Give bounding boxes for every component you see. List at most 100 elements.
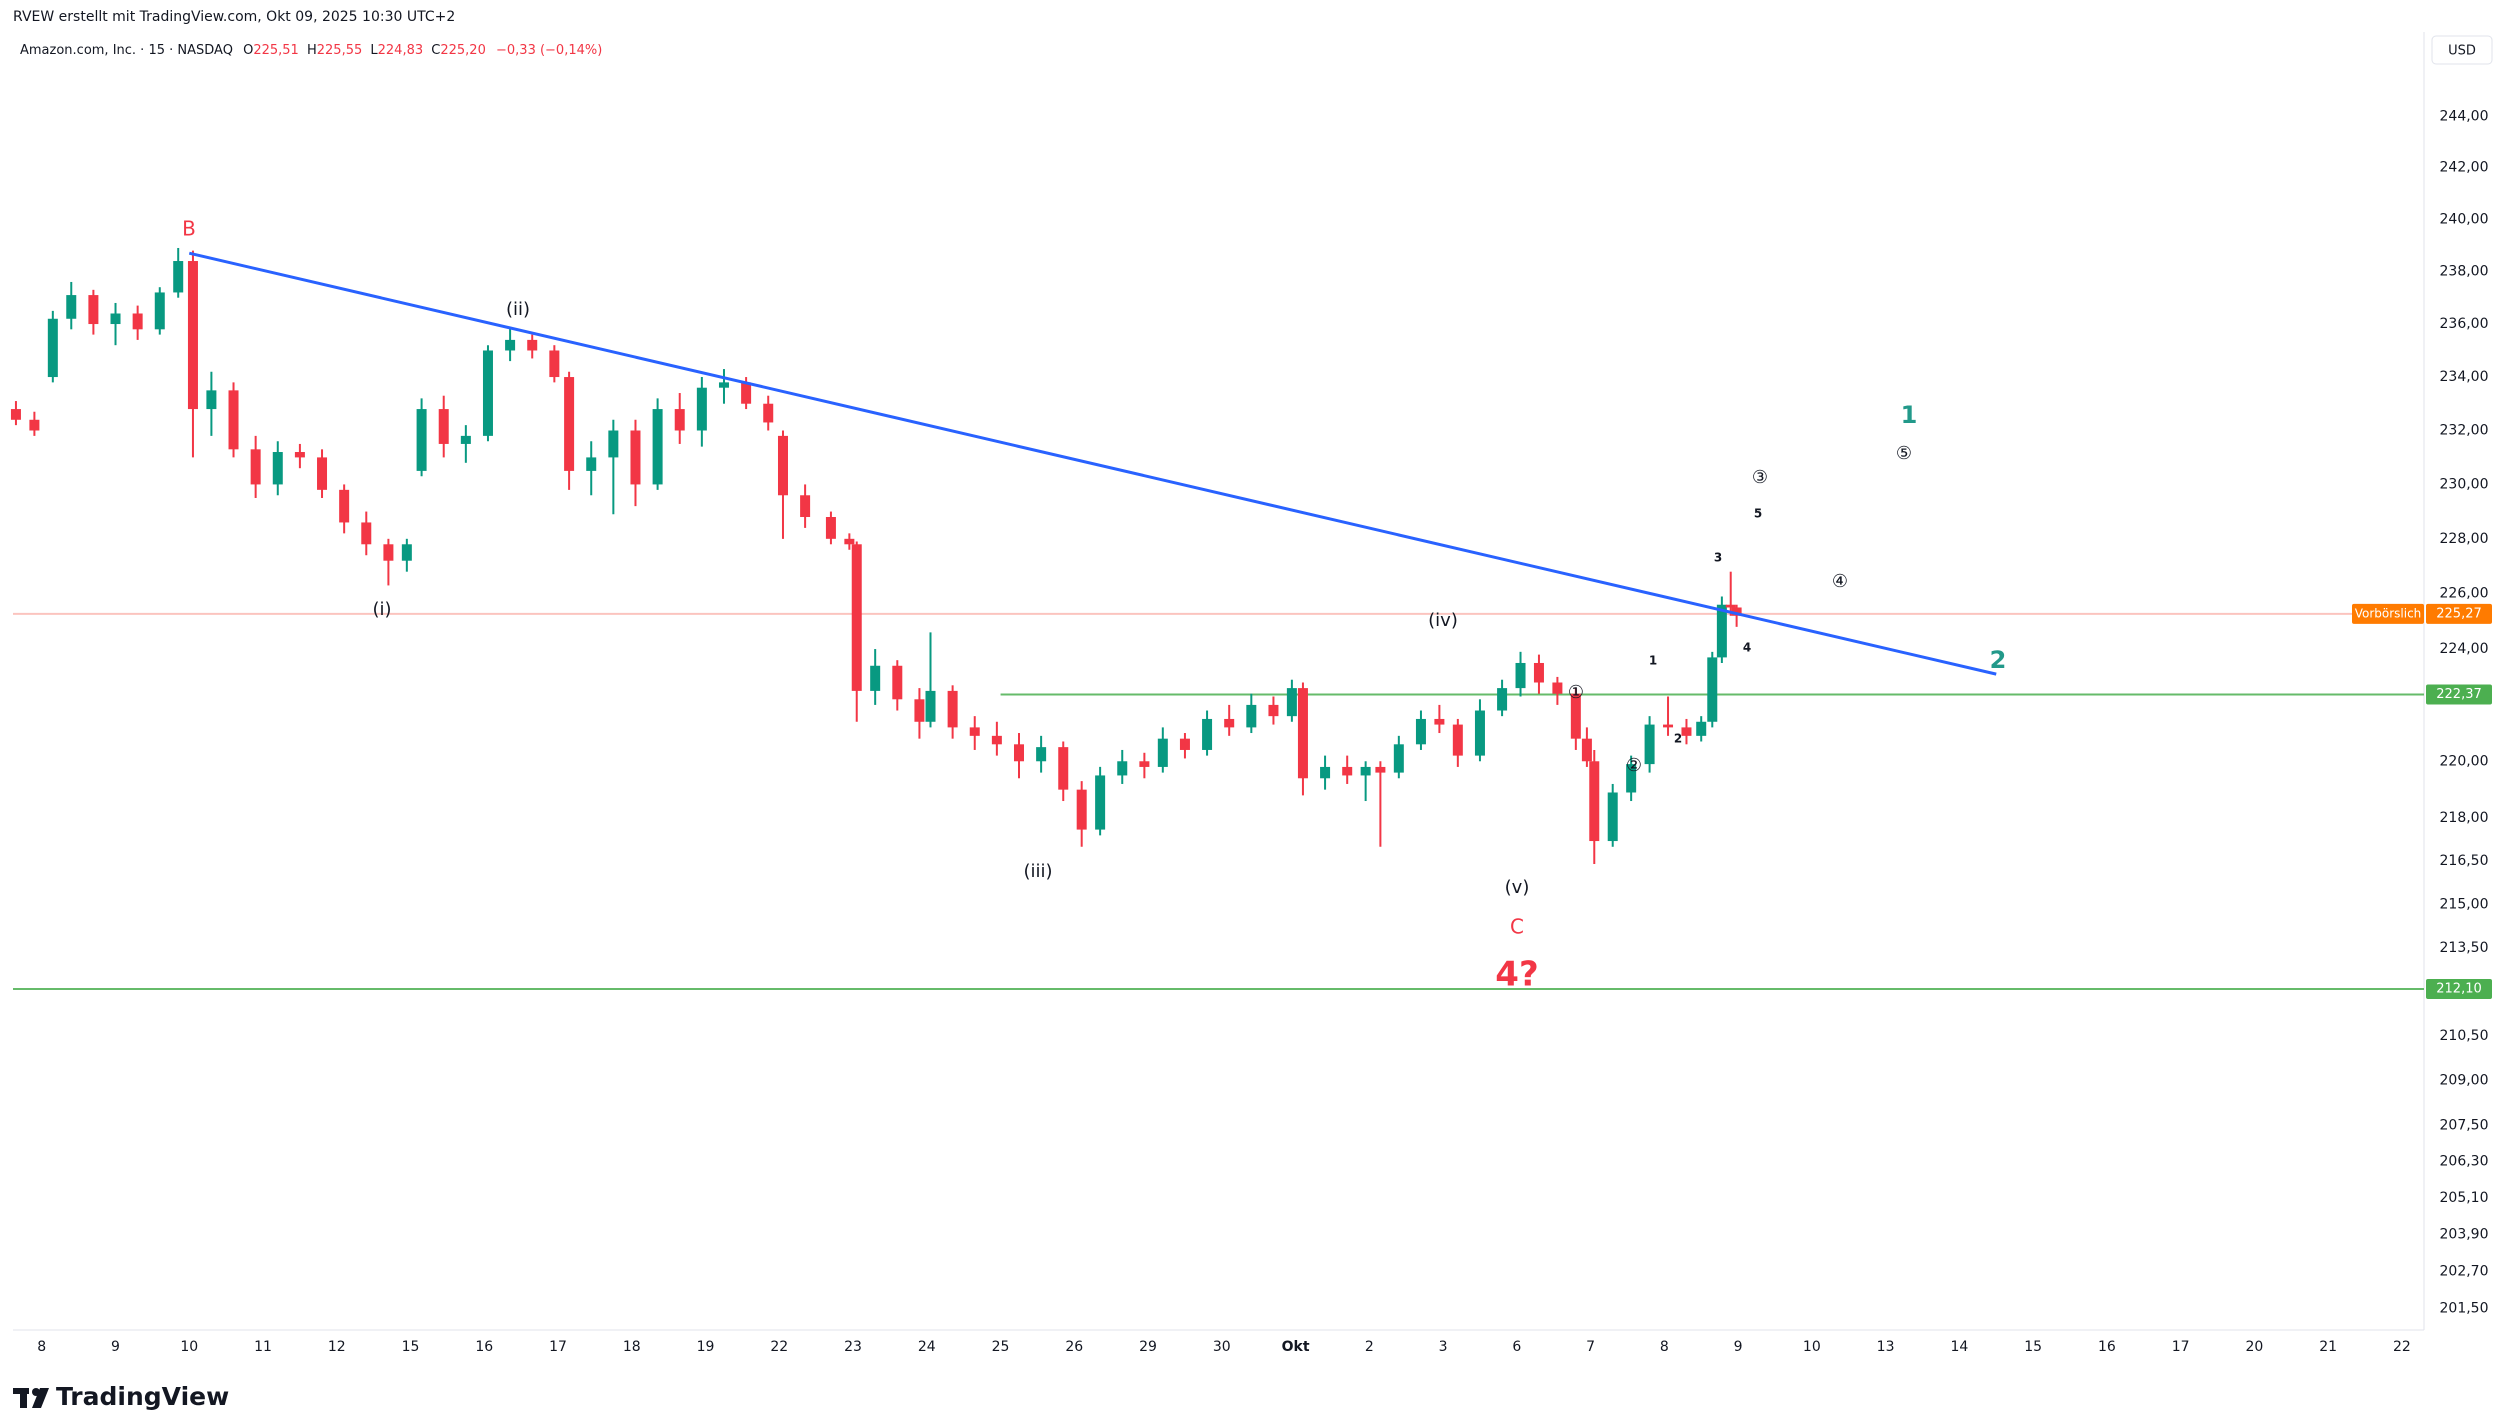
wave-label: 4?	[1495, 955, 1538, 995]
legend-key: L	[370, 43, 378, 58]
x-tick-label: 12	[328, 1339, 346, 1355]
candle-body	[586, 457, 597, 471]
x-tick-label: 25	[992, 1339, 1010, 1355]
level-label: 225,27	[2436, 606, 2482, 621]
wave-label: 2	[1990, 646, 2007, 674]
candle-body	[47, 318, 58, 378]
candle-body	[851, 544, 862, 691]
candle-body	[1297, 688, 1308, 779]
candle-body	[1626, 764, 1637, 793]
candle-body	[1581, 738, 1592, 762]
wave-label: (iii)	[1023, 861, 1052, 882]
candle-body	[800, 495, 811, 518]
x-tick-label: 30	[1213, 1339, 1231, 1355]
x-tick-label: 10	[180, 1339, 198, 1355]
wave-label: ②	[1626, 755, 1642, 776]
currency-box[interactable]	[2431, 35, 2493, 65]
candle-body	[1663, 724, 1674, 728]
x-tick-label: 2	[1365, 1339, 1374, 1355]
trendline	[188, 251, 1997, 676]
wave-label: 3	[1714, 551, 1722, 565]
legend: Amazon.com, Inc. · 15 · NASDAQ O225,51 H…	[20, 43, 602, 58]
x-tick-label: 13	[1877, 1339, 1895, 1355]
x-tick-label: 17	[2172, 1339, 2190, 1355]
wave-label: (v)	[1505, 877, 1530, 898]
candle-body	[925, 690, 936, 722]
candle-body	[1076, 789, 1087, 830]
candle-body	[1696, 721, 1707, 736]
candle-body	[438, 409, 449, 444]
candle-body	[1497, 688, 1508, 711]
x-tick-label: 24	[918, 1339, 936, 1355]
x-tick-label: 20	[2245, 1339, 2263, 1355]
x-tick-label: 11	[254, 1339, 272, 1355]
x-tick-label: 9	[111, 1339, 120, 1355]
candle-body	[1179, 738, 1190, 750]
wave-label: (iv)	[1428, 610, 1458, 631]
x-tick-label: 7	[1586, 1339, 1595, 1355]
candle-body	[1716, 604, 1727, 658]
wave-label: (ii)	[506, 299, 530, 320]
candle-body	[674, 409, 685, 431]
candle-body	[630, 430, 641, 485]
candle-body	[1533, 662, 1544, 683]
candle-body	[914, 699, 925, 722]
wave-label: ④	[1832, 571, 1848, 592]
candle-body	[1731, 607, 1742, 616]
candle-body	[66, 295, 77, 319]
candle-body	[1434, 718, 1445, 725]
legend-value: 225,55	[317, 43, 363, 58]
wave-label: 2	[1674, 732, 1682, 746]
candle-body	[206, 390, 217, 410]
candle-body	[1589, 761, 1600, 842]
y-tick-label: 230,00	[2440, 476, 2489, 492]
candle-body	[1117, 761, 1128, 776]
legend-key: H	[307, 43, 317, 58]
x-tick-label: 8	[37, 1339, 46, 1355]
legend-key: O	[243, 43, 253, 58]
wave-label: 1	[1901, 401, 1918, 429]
candle-body	[250, 449, 261, 485]
x-tick-label: 16	[475, 1339, 493, 1355]
candle-body	[88, 295, 99, 325]
candle-body	[1515, 662, 1526, 689]
candle-body	[460, 435, 471, 444]
candle-body	[549, 350, 560, 378]
legend-value: 225,20	[440, 43, 486, 58]
logo-shape	[20, 1388, 27, 1408]
candle-body	[10, 409, 21, 420]
candle-body	[1607, 792, 1618, 842]
candle-body	[991, 735, 1002, 745]
candle-body	[1058, 747, 1069, 790]
candle-body	[1246, 704, 1257, 728]
candle-body	[1644, 724, 1655, 765]
y-tick-label: 240,00	[2440, 211, 2489, 227]
header: RVEW erstellt mit TradingView.com, Okt 0…	[13, 9, 455, 25]
candle-body	[1360, 766, 1371, 776]
brand-logo: TradingView	[13, 1382, 229, 1411]
wave-label: B	[182, 217, 196, 241]
x-tick-label: 10	[1803, 1339, 1821, 1355]
candle-body	[1375, 766, 1386, 773]
wave-label: C	[1510, 915, 1524, 939]
candle-body	[1157, 738, 1168, 767]
wave-label: ⑤	[1896, 443, 1912, 464]
candle-body	[1681, 727, 1692, 736]
candle-body	[1707, 657, 1718, 722]
candle-body	[1342, 766, 1353, 776]
candle-body	[718, 382, 729, 388]
brand: TradingView	[56, 1382, 229, 1411]
y-tick-label: 216,50	[2440, 853, 2489, 869]
candle-body	[1013, 744, 1024, 762]
currency[interactable]: USD	[2448, 44, 2476, 59]
y-tick-label: 207,50	[2440, 1118, 2489, 1134]
candle-body	[1393, 744, 1404, 773]
candle-body	[1415, 718, 1426, 745]
candle-body	[1268, 704, 1279, 717]
candle-body	[482, 350, 493, 436]
y-tick-label: 201,50	[2440, 1300, 2489, 1316]
wave-label: (i)	[372, 599, 391, 620]
y-tick-label: 220,00	[2440, 753, 2489, 769]
candle-body	[154, 292, 165, 330]
symbol: Amazon.com, Inc. · 15 · NASDAQ	[20, 43, 233, 58]
